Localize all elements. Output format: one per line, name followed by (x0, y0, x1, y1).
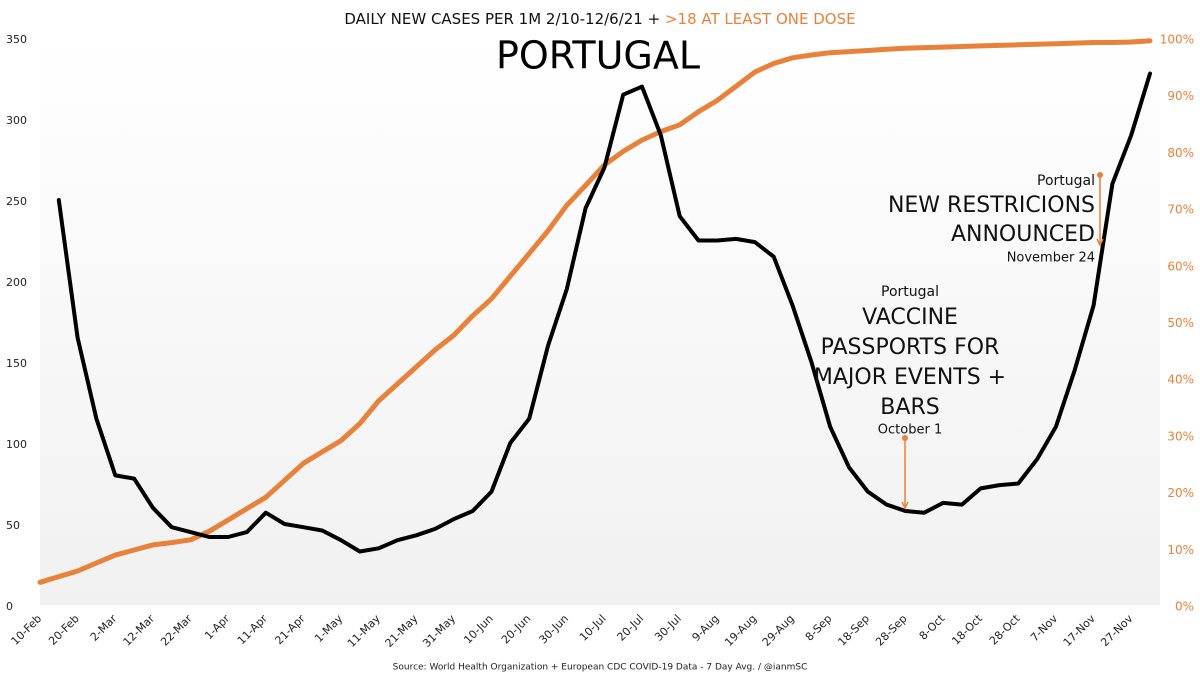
x-tick-label: 8-Oct (917, 612, 948, 643)
y2-tick-label: 90% (1167, 89, 1194, 103)
x-tick-label: 12-Mar (121, 612, 158, 649)
annotation-arrowhead (1096, 238, 1104, 247)
annotation-dot (902, 435, 908, 441)
x-tick-label: 30-Jul (652, 612, 684, 644)
y2-tick-label: 30% (1167, 429, 1194, 443)
x-tick-label: 10-Feb (9, 612, 45, 648)
x-tick-label: 9-Aug (690, 612, 722, 644)
y2-tick-label: 80% (1167, 146, 1194, 160)
y-tick-label: 150 (6, 357, 27, 370)
x-tick-label: 21-May (383, 612, 421, 650)
annotation-text: VACCINE (862, 305, 958, 330)
y2-tick-label: 10% (1167, 543, 1194, 557)
annotation-text: PASSPORTS FOR (821, 335, 1000, 360)
annotation-label: Portugal (881, 284, 939, 300)
x-tick-label: 18-Oct (949, 612, 985, 648)
annotation-date: October 1 (878, 423, 942, 438)
annotation-arrowhead (901, 501, 909, 510)
annotation-label: Portugal (1037, 173, 1095, 189)
x-tick-label: 20-Feb (46, 612, 82, 648)
x-tick-label: 28-Oct (987, 612, 1023, 648)
x-tick-label: 1-Apr (202, 612, 233, 643)
x-tick-label: 31-May (420, 612, 458, 650)
annotation-text: ANNOUNCED (951, 222, 1095, 247)
x-tick-label: 10-Jul (577, 612, 609, 644)
x-tick-label: 2-Mar (88, 612, 120, 644)
annotation-dot (1097, 172, 1103, 178)
y2-tick-label: 50% (1167, 316, 1194, 330)
x-tick-label: 30-Jun (537, 612, 572, 647)
y-tick-label: 50 (6, 519, 20, 532)
series-line (56, 71, 1152, 554)
y2-tick-label: 20% (1167, 486, 1194, 500)
y2-tick-label: 0% (1175, 600, 1194, 614)
annotation-text: MAJOR EVENTS + (814, 365, 1006, 390)
annotation-text: NEW RESTRICIONS (888, 193, 1095, 218)
y-tick-label: 100 (6, 438, 27, 451)
x-tick-label: 7-Nov (1028, 612, 1060, 644)
title-text: DAILY NEW CASES PER 1M 2/10-12/6/21 + (344, 10, 660, 28)
x-tick-label: 1-May (312, 612, 345, 645)
annotation-date: November 24 (1007, 251, 1095, 266)
title-series: >18 AT LEAST ONE DOSE (665, 10, 856, 28)
chart-title: DAILY NEW CASES PER 1M 2/10-12/6/21 + >1… (344, 10, 855, 28)
x-tick-label: 27-Nov (1098, 612, 1135, 649)
y2-tick-label: 40% (1167, 373, 1194, 387)
x-tick-label: 18-Sep (835, 612, 872, 649)
x-tick-label: 8-Sep (803, 612, 835, 644)
annotation-text: BARS (880, 395, 939, 420)
y-tick-label: 200 (6, 276, 27, 289)
y-tick-label: 0 (6, 600, 13, 613)
x-tick-label: 19-Aug (722, 612, 759, 649)
x-tick-label: 28-Sep (873, 612, 910, 649)
x-tick-label: 29-Aug (760, 612, 797, 649)
x-tick-label: 20-Jun (499, 612, 534, 647)
y-tick-label: 350 (6, 33, 27, 46)
x-tick-label: 17-Nov (1061, 612, 1098, 649)
y2-tick-label: 70% (1167, 203, 1194, 217)
source: Source: World Health Organization + Euro… (393, 663, 808, 673)
chart-subtitle: PORTUGAL (496, 34, 700, 78)
x-tick-label: 20-Jul (615, 612, 647, 644)
y2-tick-label: 100% (1160, 33, 1194, 47)
y-tick-label: 300 (6, 114, 27, 127)
plot-background (40, 38, 1160, 605)
x-tick-label: 11-Apr (235, 612, 271, 648)
series-line (37, 38, 1153, 585)
x-tick-label: 22-Mar (158, 612, 195, 649)
x-tick-label: 21-Apr (272, 612, 308, 648)
x-tick-label: 11-May (345, 612, 383, 650)
y-tick-label: 250 (6, 195, 27, 208)
y2-tick-label: 60% (1167, 259, 1194, 273)
x-tick-label: 10-Jun (461, 612, 496, 647)
